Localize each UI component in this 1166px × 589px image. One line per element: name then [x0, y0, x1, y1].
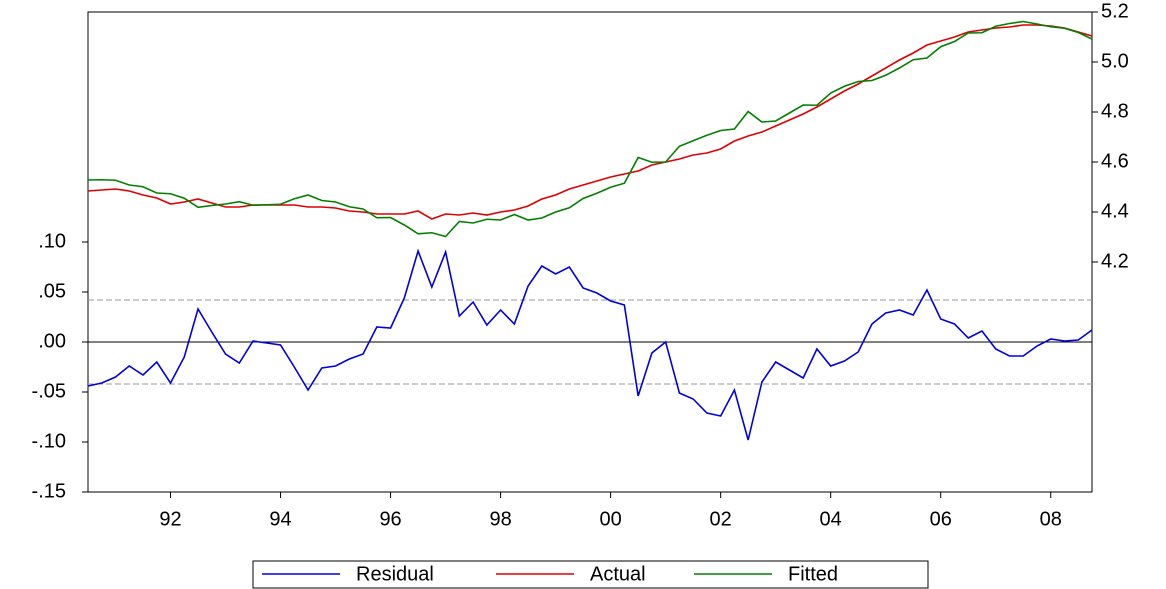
series-line — [87, 24, 1093, 220]
x-tick-label: 02 — [710, 508, 732, 530]
y2-tick-label: 4.4 — [1101, 200, 1129, 222]
x-tick-label: 96 — [379, 508, 401, 530]
x-tick-label: 08 — [1040, 508, 1062, 530]
y-tick-label: .05 — [38, 280, 66, 302]
legend-label: Fitted — [788, 563, 838, 585]
y2-tick-label: 4.2 — [1101, 250, 1129, 272]
x-tick-label: 94 — [269, 508, 291, 530]
y2-tick-label: 4.8 — [1101, 100, 1129, 122]
x-tick-label: 00 — [600, 508, 622, 530]
y2-tick-label: 5.0 — [1101, 50, 1129, 72]
x-tick-label: 98 — [489, 508, 511, 530]
legend-label: Residual — [356, 563, 434, 585]
plot-frame — [87, 11, 1093, 493]
x-tick-label: 06 — [930, 508, 952, 530]
y2-tick-label: 4.6 — [1101, 150, 1129, 172]
legend-box — [252, 560, 929, 589]
series-line — [87, 20, 1093, 238]
y-tick-label: -.05 — [32, 380, 66, 402]
y-tick-label: .00 — [38, 330, 66, 352]
legend-label: Actual — [590, 563, 646, 585]
series-line — [87, 248, 1093, 441]
y2-tick-label: 5.2 — [1101, 0, 1129, 22]
y-tick-label: -.15 — [32, 480, 66, 502]
x-tick-label: 92 — [159, 508, 181, 530]
y-tick-label: .10 — [38, 230, 66, 252]
y-tick-label: -.10 — [32, 430, 66, 452]
x-tick-label: 04 — [820, 508, 842, 530]
